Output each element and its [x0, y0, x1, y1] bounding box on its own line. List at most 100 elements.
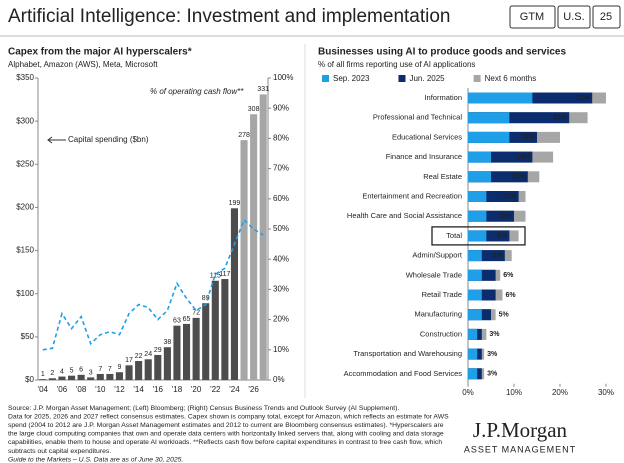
bar-label: 9 — [118, 364, 122, 371]
logo-sub: ASSET MANAGEMENT — [464, 444, 576, 454]
x-tick-label: '04 — [38, 385, 49, 394]
bar — [154, 354, 162, 380]
bar-label: 24 — [144, 351, 152, 358]
bar-label: 89 — [202, 295, 210, 302]
legend-label: Next 6 months — [485, 74, 537, 83]
x-tick-label: '10 — [95, 385, 106, 394]
bar — [259, 94, 267, 380]
bar-label: 3% — [489, 331, 500, 338]
bar-label: 115 — [210, 273, 221, 280]
category-label: Total — [446, 231, 462, 240]
bar — [144, 359, 152, 380]
y2-tick-label: 90% — [273, 103, 289, 112]
y-tick-label: $350 — [16, 73, 34, 82]
x-tick-label: '12 — [114, 385, 125, 394]
bar-label: 7 — [108, 366, 112, 373]
bar-label: 2 — [50, 370, 54, 377]
chart-title: Businesses using AI to produce goods and… — [318, 47, 566, 58]
line-series — [42, 218, 264, 351]
bar — [202, 303, 210, 380]
x-tick-label: '20 — [191, 385, 202, 394]
bar — [67, 375, 76, 380]
category-label: Educational Services — [392, 132, 462, 141]
bar — [468, 171, 491, 183]
page-title: Artificial Intelligence: Investment and … — [8, 6, 451, 27]
x-tick-label: '08 — [76, 385, 87, 394]
y2-tick-label: 30% — [273, 285, 289, 294]
category-label: Construction — [420, 329, 462, 338]
x-tick-label: '26 — [248, 385, 259, 394]
category-label: Real Estate — [423, 172, 462, 181]
bar — [468, 250, 482, 262]
legend-label: Jun. 2025 — [409, 74, 445, 83]
x-tick-label: 0% — [462, 388, 474, 397]
legend-swatch — [322, 75, 329, 82]
x-tick-label: '06 — [57, 385, 68, 394]
bar-label: 3% — [487, 371, 498, 378]
bar-label: 14% — [516, 154, 531, 161]
bar — [250, 114, 258, 381]
bar-label: 27% — [576, 95, 591, 102]
tag: U.S. — [563, 11, 584, 23]
tag: GTM — [520, 11, 544, 23]
bar-label: 308 — [248, 106, 260, 113]
bar — [468, 328, 478, 340]
bar-label: 3% — [487, 351, 498, 358]
x-tick-label: '22 — [210, 385, 221, 394]
bar-label: 29 — [154, 347, 162, 354]
x-tick-label: 10% — [506, 388, 522, 397]
x-tick-label: '14 — [133, 385, 144, 394]
bar — [125, 365, 133, 380]
bar-label: 6% — [503, 272, 514, 279]
category-label: Finance and Insurance — [386, 152, 462, 161]
bar-label: 7 — [98, 366, 102, 373]
bar — [96, 373, 104, 380]
bar-label: 6% — [506, 292, 517, 299]
bar-label: 331 — [257, 86, 269, 93]
bar — [39, 379, 47, 380]
legend-swatch — [398, 75, 406, 82]
category-label: Wholesale Trade — [406, 270, 462, 279]
chart-title: Capex from the major AI hyperscalers* — [8, 47, 192, 58]
bar — [468, 210, 514, 222]
y-tick-label: $150 — [16, 246, 34, 255]
x-tick-label: 20% — [552, 388, 568, 397]
y-tick-label: $300 — [16, 116, 34, 125]
bar — [106, 373, 114, 380]
bar — [468, 171, 528, 183]
bar-label: 5% — [499, 312, 510, 319]
bar — [48, 378, 56, 380]
bar-label: 17 — [125, 357, 133, 364]
y-tick-label: $0 — [25, 375, 34, 384]
bar — [468, 151, 491, 163]
bar-label: 8% — [493, 252, 504, 259]
y-tick-label: $100 — [16, 289, 34, 298]
category-label: Health Care and Social Assistance — [347, 211, 462, 220]
category-label: Transportation and Warehousing — [353, 349, 462, 358]
bar — [115, 372, 124, 380]
bar — [468, 210, 487, 222]
y2-tick-label: 70% — [273, 164, 289, 173]
x-tick-label: '18 — [172, 385, 183, 394]
bar-label: 15% — [521, 134, 536, 141]
series-label: Capital spending ($bn) — [68, 135, 149, 144]
bar-label: 278 — [238, 132, 250, 139]
category-label: Retail Trade — [422, 290, 462, 299]
category-label: Professional and Technical — [373, 113, 462, 122]
bar — [211, 280, 219, 380]
bar-label: 6 — [79, 367, 83, 374]
bar-label: 38 — [163, 339, 171, 346]
y2-tick-label: 10% — [273, 345, 289, 354]
bar-label: 72 — [192, 310, 200, 317]
footnote: Guide to the Markets – U.S. Data are as … — [8, 456, 183, 463]
bar — [240, 140, 248, 380]
bar — [468, 92, 533, 104]
legend-label: Sep. 2023 — [333, 74, 370, 83]
bar-label: 5 — [70, 368, 74, 375]
bar — [230, 208, 239, 380]
bar — [192, 317, 200, 380]
bar-label: 9% — [497, 233, 508, 240]
y2-tick-label: 80% — [273, 134, 289, 143]
y2-tick-label: 60% — [273, 194, 289, 203]
bar-label: 13% — [512, 174, 527, 181]
